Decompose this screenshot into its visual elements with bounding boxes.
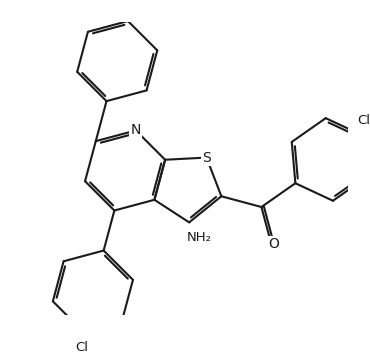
Text: N: N: [131, 124, 141, 137]
Text: O: O: [269, 237, 279, 251]
Text: Cl: Cl: [357, 114, 370, 127]
Text: NH₂: NH₂: [187, 231, 212, 245]
Text: Cl: Cl: [76, 341, 89, 354]
Text: S: S: [202, 151, 211, 164]
